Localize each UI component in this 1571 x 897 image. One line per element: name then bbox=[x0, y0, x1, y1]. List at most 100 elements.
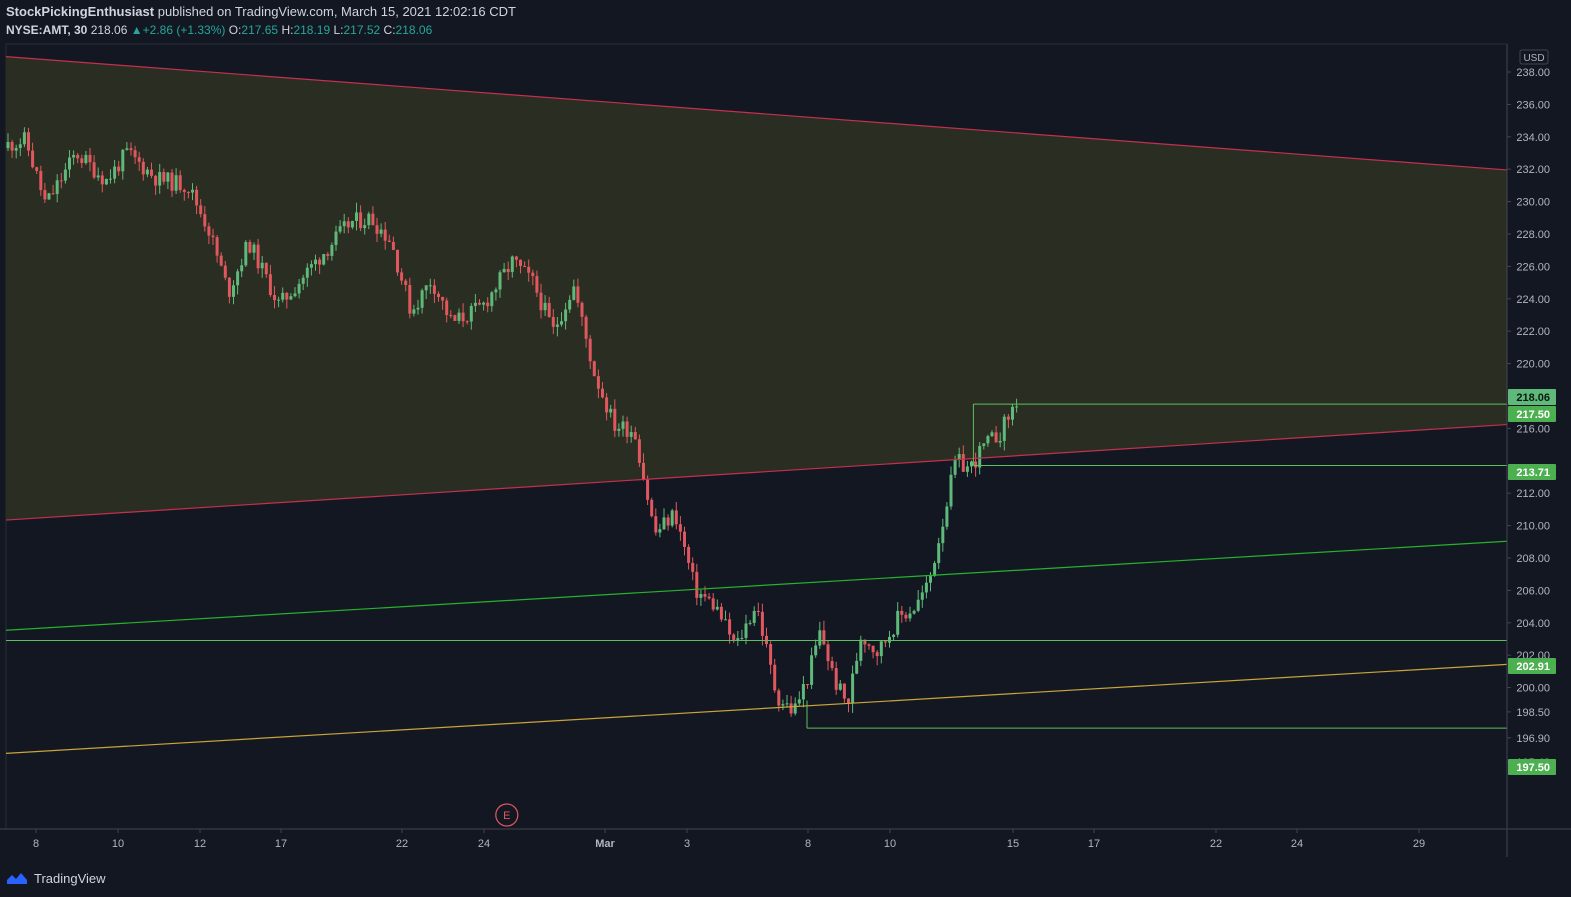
trendline-support-yellow bbox=[5, 663, 1508, 754]
candle-down bbox=[806, 684, 809, 686]
candle-down bbox=[580, 302, 584, 317]
candle-down bbox=[900, 610, 904, 615]
candle-up bbox=[949, 474, 953, 507]
candle-up bbox=[6, 142, 10, 149]
candle-down bbox=[248, 241, 252, 253]
candle-down bbox=[826, 644, 830, 662]
candle-up bbox=[560, 321, 563, 325]
candle-down bbox=[683, 531, 686, 547]
candle-down bbox=[486, 302, 490, 307]
candle-down bbox=[863, 639, 867, 645]
symbol-label[interactable]: NYSE:AMT, 30 bbox=[6, 23, 88, 37]
candle-down bbox=[707, 596, 711, 599]
y-tick-label: 216.00 bbox=[1516, 423, 1550, 435]
candle-down bbox=[268, 274, 272, 296]
price-label: 197.50 bbox=[1516, 762, 1550, 774]
candle-up bbox=[629, 432, 633, 437]
price-label-bg bbox=[1508, 406, 1556, 422]
candle-up bbox=[986, 436, 990, 444]
candle-up bbox=[896, 610, 900, 635]
last-price: 218.06 bbox=[90, 23, 128, 37]
candle-up bbox=[47, 193, 51, 200]
candle-up bbox=[855, 660, 859, 674]
candle-up bbox=[744, 623, 748, 638]
candle-down bbox=[461, 312, 465, 322]
candle-down bbox=[633, 432, 637, 440]
price-label: 202.91 bbox=[1516, 661, 1550, 673]
candle-down bbox=[318, 259, 322, 265]
price-label: 213.71 bbox=[1516, 467, 1550, 479]
price-label-bg bbox=[1508, 464, 1556, 480]
candle-down bbox=[842, 683, 846, 699]
candle-up bbox=[920, 592, 924, 600]
candle-up bbox=[814, 645, 818, 656]
x-tick-label: 22 bbox=[1210, 838, 1222, 850]
candle-up bbox=[145, 169, 149, 175]
candle-up bbox=[63, 169, 67, 181]
footer-brand[interactable]: TradingView bbox=[6, 867, 106, 889]
candle-up bbox=[428, 285, 432, 287]
candle-down bbox=[396, 249, 399, 273]
candle-down bbox=[625, 421, 629, 437]
candle-down bbox=[51, 193, 55, 195]
candle-down bbox=[285, 292, 289, 300]
candle-down bbox=[371, 213, 375, 226]
candle-up bbox=[367, 213, 371, 226]
open-label: O: bbox=[228, 23, 242, 37]
candle-down bbox=[551, 316, 555, 327]
candle-up bbox=[314, 259, 317, 265]
candle-up bbox=[937, 543, 941, 564]
earnings-event-label: E bbox=[503, 810, 510, 822]
author-link[interactable]: StockPickingEnthusiast bbox=[6, 4, 155, 19]
candle-up bbox=[568, 299, 572, 310]
y-tick-label: 228.00 bbox=[1516, 229, 1550, 241]
candle-up bbox=[158, 172, 162, 186]
x-tick-label: 17 bbox=[275, 838, 287, 850]
candle-up bbox=[990, 432, 994, 437]
candle-down bbox=[654, 516, 658, 533]
candle-up bbox=[469, 305, 473, 322]
candle-up bbox=[1002, 416, 1006, 441]
y-tick-label: 204.00 bbox=[1516, 618, 1550, 630]
open-value: 217.65 bbox=[241, 23, 279, 37]
candle-down bbox=[588, 338, 592, 362]
candle-up bbox=[342, 221, 346, 227]
candle-down bbox=[186, 191, 190, 193]
price-label: 217.50 bbox=[1516, 409, 1550, 421]
candle-up bbox=[301, 277, 305, 284]
candle-up bbox=[412, 309, 416, 314]
candle-down bbox=[133, 150, 137, 158]
candle-up bbox=[1011, 406, 1014, 420]
channel-zone-fill bbox=[6, 56, 1507, 521]
channel-zone bbox=[5, 43, 1508, 830]
candle-down bbox=[207, 226, 211, 236]
candle-down bbox=[637, 439, 641, 463]
price-change: +2.86 (+1.33%) bbox=[142, 23, 226, 37]
candle-up bbox=[330, 244, 334, 256]
candle-up bbox=[68, 157, 71, 170]
candle-down bbox=[830, 661, 834, 669]
candle-up bbox=[322, 254, 326, 265]
candle-up bbox=[379, 229, 383, 234]
candle-up bbox=[96, 175, 100, 178]
candle-down bbox=[678, 524, 682, 532]
x-tick-label: 24 bbox=[478, 838, 490, 850]
candle-up bbox=[232, 285, 235, 297]
candle-up bbox=[494, 289, 498, 293]
candle-up bbox=[502, 268, 506, 273]
candle-down bbox=[547, 302, 551, 317]
candle-up bbox=[166, 172, 170, 182]
candle-up bbox=[55, 180, 59, 194]
candle-up bbox=[617, 428, 621, 431]
candle-down bbox=[10, 142, 14, 151]
candle-down bbox=[1006, 416, 1010, 420]
candle-up bbox=[736, 638, 740, 640]
candle-down bbox=[387, 240, 391, 242]
candle-down bbox=[687, 546, 691, 563]
candle-down bbox=[974, 461, 978, 468]
candle-up bbox=[670, 510, 674, 526]
candle-up bbox=[113, 166, 117, 179]
candle-up bbox=[929, 576, 932, 583]
candle-down bbox=[732, 634, 736, 640]
